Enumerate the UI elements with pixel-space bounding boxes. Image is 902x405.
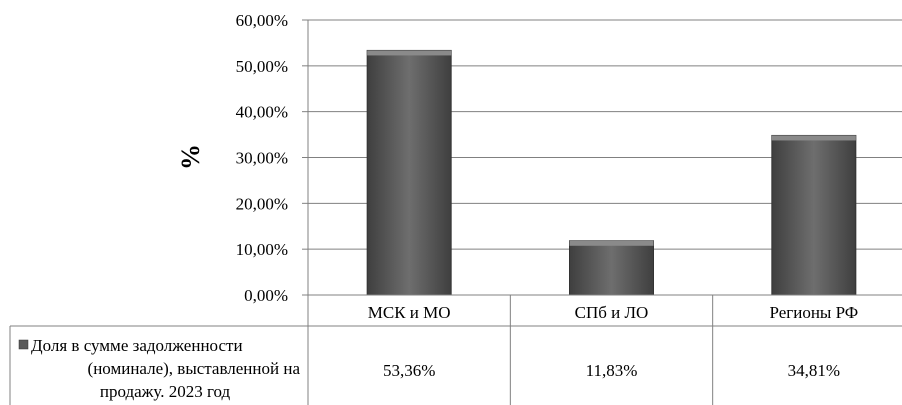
y-tick-label: 0,00% xyxy=(244,286,288,305)
y-tick-label: 10,00% xyxy=(236,240,288,259)
legend-key xyxy=(18,339,29,350)
bar-top-highlight xyxy=(771,135,856,141)
bars xyxy=(366,49,857,296)
y-tick-labels: 0,00% 10,00% 20,00% 30,00% 40,00% 50,00% 60,00… xyxy=(236,11,288,305)
y-tick-label: 40,00% xyxy=(236,103,288,122)
bar xyxy=(366,49,452,296)
bar-top-highlight xyxy=(569,240,654,246)
axes xyxy=(302,19,902,296)
bar xyxy=(569,240,654,296)
x-tick-label: СПб и ЛО xyxy=(575,303,649,322)
bar-top-highlight xyxy=(367,50,452,56)
data-label: 11,83% xyxy=(586,361,638,380)
data-label: 34,81% xyxy=(788,361,840,380)
legend-series-name: продажу. 2023 год xyxy=(100,382,231,401)
data-label: 53,36% xyxy=(383,361,435,380)
y-axis-label: % xyxy=(176,144,205,170)
bar xyxy=(771,134,857,296)
y-tick-label: 60,00% xyxy=(236,11,288,30)
data-table: МСК и МО СПб и ЛО Регионы РФ 53,36% 11,83% 34… xyxy=(9,295,902,405)
x-tick-label: Регионы РФ xyxy=(769,303,858,322)
y-tick-label: 30,00% xyxy=(236,149,288,168)
legend-series-name: Доля в сумме задолженности xyxy=(31,336,243,355)
y-tick-label: 20,00% xyxy=(236,194,288,213)
x-tick-label: МСК и МО xyxy=(368,303,451,322)
y-tick-label: 50,00% xyxy=(236,57,288,76)
legend-series-name: (номинале), выставленной на xyxy=(88,359,301,378)
